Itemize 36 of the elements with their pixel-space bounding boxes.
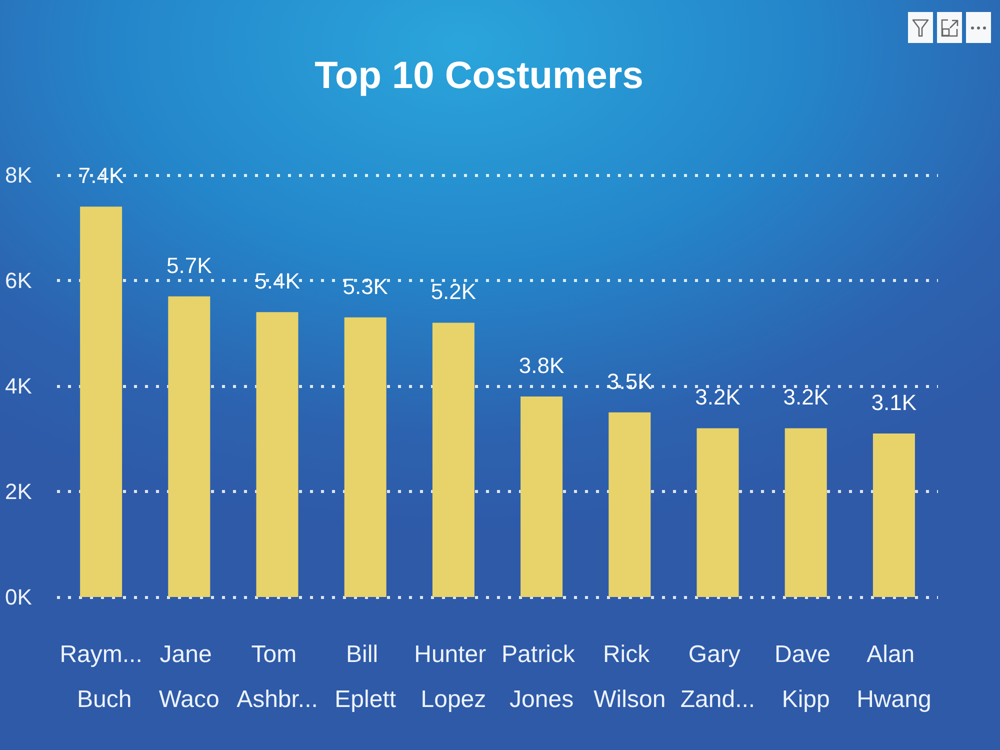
- x-tick-label: Tom Ashbr...: [236, 641, 318, 713]
- data-label: 3.2K: [783, 384, 829, 410]
- data-label: 3.8K: [518, 353, 564, 378]
- data-label: 5.7K: [166, 252, 212, 278]
- x-tick-label: Dave Kipp: [774, 641, 838, 713]
- y-tick-label: 6K: [5, 268, 32, 293]
- bar: [80, 206, 122, 597]
- data-label: 3.1K: [871, 390, 917, 415]
- y-tick-label: 4K: [5, 374, 32, 398]
- x-tick-label: Patrick Jones: [502, 641, 582, 713]
- x-tick-label: Raym... Buch: [60, 641, 142, 713]
- bar: [696, 428, 739, 597]
- x-tick-label: Alan Hwang: [856, 641, 932, 713]
- x-tick-label: Jane Waco: [158, 641, 220, 713]
- bar: [608, 412, 651, 597]
- x-tick-label: Rick Wilson: [594, 641, 666, 713]
- data-label: 5.3K: [342, 274, 388, 299]
- bar: [784, 428, 827, 597]
- bar: [256, 312, 298, 597]
- data-label: 3.5K: [607, 368, 653, 394]
- x-tick-label: Bill Eplett: [334, 641, 396, 713]
- x-tick-label: Hunter Lopez: [414, 641, 493, 713]
- data-label: 7.4K: [78, 163, 124, 188]
- x-tick-label: Gary Zand...: [680, 641, 756, 713]
- y-tick-label: 2K: [5, 479, 32, 504]
- chart-title: Top 10 Costumers: [314, 55, 644, 97]
- data-label: 3.2K: [695, 384, 741, 410]
- y-tick-label: 0K: [5, 584, 32, 610]
- data-label: 5.4K: [254, 268, 300, 294]
- y-tick-label: 8K: [5, 162, 32, 188]
- bar: [432, 322, 474, 597]
- bar: [520, 396, 563, 597]
- bar: [344, 317, 386, 597]
- data-label: 5.2K: [430, 279, 476, 304]
- bar: [872, 433, 915, 597]
- bar: [168, 296, 210, 597]
